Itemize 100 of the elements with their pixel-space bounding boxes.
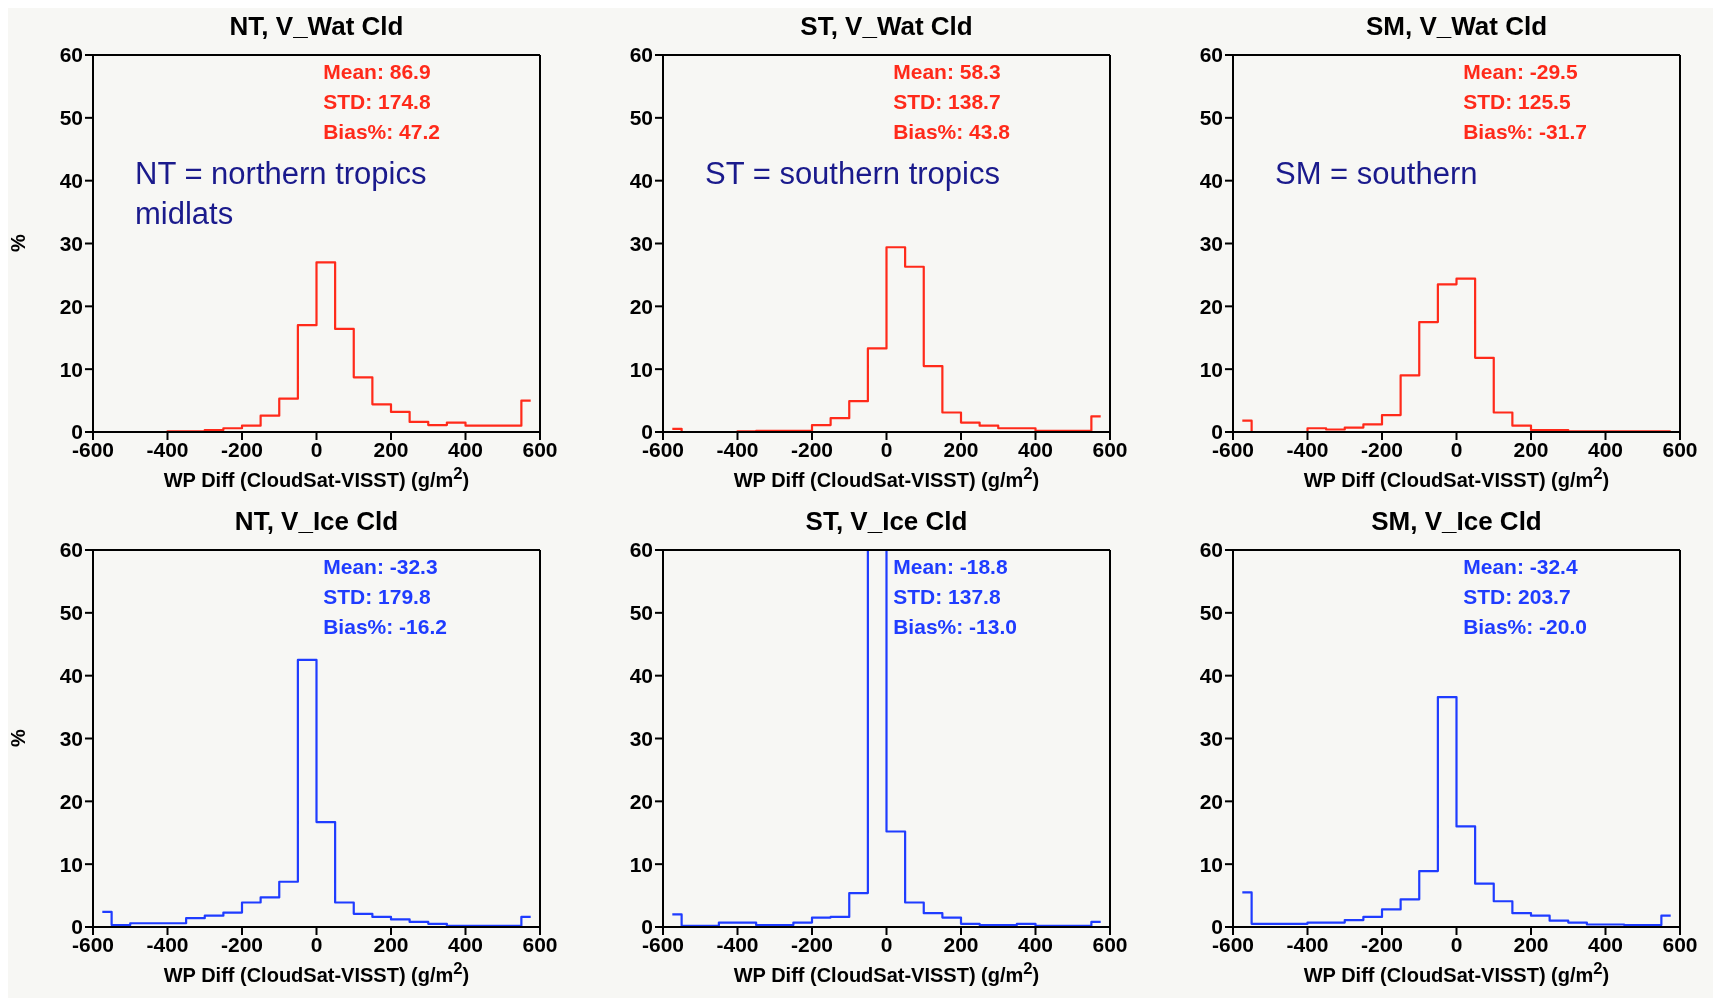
x-tick-label: -200 <box>1360 437 1404 461</box>
x-tick-label: -200 <box>790 932 834 956</box>
x-tick-label: 400 <box>447 932 484 956</box>
y-tick-label: 60 <box>1199 43 1223 67</box>
x-axis-title: WP Diff (CloudSat-VISST) (g/m$^{2}$) <box>1302 464 1611 492</box>
y-tick-label: 20 <box>59 789 83 813</box>
x-axis-title: WP Diff (CloudSat-VISST) (g/m$^{2}$) <box>732 464 1041 492</box>
chart-title: SM, V_Ice Cld <box>1370 505 1543 538</box>
y-axis-title: % <box>6 234 30 252</box>
annotation: SM = southern <box>1275 155 1479 193</box>
x-axis-title: WP Diff (CloudSat-VISST) (g/m$^{2}$) <box>162 959 471 987</box>
x-tick-label: 400 <box>1587 932 1624 956</box>
x-tick-label: 0 <box>880 437 893 461</box>
y-tick-label: 20 <box>1199 294 1223 318</box>
y-tick-label: 10 <box>59 852 83 876</box>
x-tick-label: 600 <box>1092 437 1128 461</box>
annotation: Bias%: -31.7 <box>1463 120 1587 144</box>
x-tick-label: 200 <box>1513 932 1549 956</box>
x-tick-label: 200 <box>1513 437 1549 461</box>
chart-title: NT, V_Ice Cld <box>233 505 400 538</box>
x-tick-label: 400 <box>447 437 484 461</box>
y-tick-label: 30 <box>629 231 653 255</box>
x-tick-label: 0 <box>1450 932 1463 956</box>
y-tick-label: 60 <box>59 538 83 562</box>
y-tick-label: 50 <box>1199 106 1223 130</box>
x-tick-label: -400 <box>1286 437 1329 461</box>
annotation: Mean: -29.5 <box>1463 60 1578 84</box>
annotation: Mean: 58.3 <box>893 60 1001 84</box>
x-tick-label: 200 <box>943 437 979 461</box>
y-tick-label: 50 <box>59 601 83 625</box>
x-tick-label: 600 <box>522 437 558 461</box>
annotation: ST = southern tropics <box>705 155 1001 193</box>
y-tick-label: 30 <box>1199 726 1223 750</box>
chart-title: NT, V_Wat Cld <box>228 10 405 43</box>
x-tick-label: 200 <box>373 932 409 956</box>
annotation: STD: 179.8 <box>323 585 431 609</box>
x-tick-label: -400 <box>1286 932 1329 956</box>
x-tick-label: 400 <box>1017 437 1054 461</box>
annotation: STD: 125.5 <box>1463 90 1571 114</box>
x-tick-label: -200 <box>220 932 264 956</box>
annotation: Bias%: -20.0 <box>1463 615 1587 639</box>
x-tick-label: -200 <box>220 437 264 461</box>
annotation: Bias%: 43.8 <box>893 120 1010 144</box>
x-tick-label: 400 <box>1017 932 1054 956</box>
y-tick-label: 40 <box>1199 664 1223 688</box>
annotation: Bias%: 47.2 <box>323 120 440 144</box>
y-tick-label: 40 <box>1199 169 1223 193</box>
y-tick-label: 50 <box>59 106 83 130</box>
x-tick-label: -200 <box>1360 932 1404 956</box>
x-tick-label: 0 <box>310 932 323 956</box>
y-tick-label: 60 <box>629 538 653 562</box>
x-tick-label: -200 <box>790 437 834 461</box>
y-tick-label: 60 <box>1199 538 1223 562</box>
annotation: Mean: -32.4 <box>1463 555 1578 579</box>
y-tick-label: 50 <box>629 106 653 130</box>
y-tick-label: 20 <box>1199 789 1223 813</box>
y-tick-label: 10 <box>59 357 83 381</box>
y-tick-label: 0 <box>71 915 83 939</box>
x-tick-label: 200 <box>943 932 979 956</box>
x-axis-title: WP Diff (CloudSat-VISST) (g/m$^{2}$) <box>732 959 1041 987</box>
y-tick-label: 0 <box>1211 915 1223 939</box>
annotation: Mean: -18.8 <box>893 555 1008 579</box>
y-tick-label: 50 <box>1199 601 1223 625</box>
x-tick-label: 0 <box>310 437 323 461</box>
y-tick-label: 0 <box>641 915 653 939</box>
y-tick-label: 10 <box>629 852 653 876</box>
y-tick-label: 30 <box>629 726 653 750</box>
chart-title: ST, V_Wat Cld <box>799 10 974 43</box>
y-tick-label: 40 <box>629 169 653 193</box>
x-axis-title: WP Diff (CloudSat-VISST) (g/m$^{2}$) <box>1302 959 1611 987</box>
y-tick-label: 0 <box>71 420 83 444</box>
y-tick-label: 0 <box>641 420 653 444</box>
y-tick-label: 40 <box>629 664 653 688</box>
annotation: Mean: -32.3 <box>323 555 438 579</box>
y-axis-title: % <box>6 729 30 747</box>
y-tick-label: 40 <box>59 169 83 193</box>
annotation: STD: 174.8 <box>323 90 431 114</box>
annotation: STD: 137.8 <box>893 585 1001 609</box>
y-tick-label: 0 <box>1211 420 1223 444</box>
y-tick-label: 20 <box>59 294 83 318</box>
annotation: NT = northern tropics midlats <box>135 155 428 233</box>
y-tick-label: 30 <box>1199 231 1223 255</box>
annotation: STD: 138.7 <box>893 90 1001 114</box>
y-tick-label: 20 <box>629 294 653 318</box>
x-tick-label: -400 <box>146 437 189 461</box>
y-tick-label: 20 <box>629 789 653 813</box>
x-tick-label: -400 <box>716 932 759 956</box>
x-tick-label: 0 <box>1450 437 1463 461</box>
annotation: Mean: 86.9 <box>323 60 431 84</box>
x-tick-label: -400 <box>716 437 759 461</box>
x-axis-title: WP Diff (CloudSat-VISST) (g/m$^{2}$) <box>162 464 471 492</box>
annotation: Bias%: -13.0 <box>893 615 1017 639</box>
x-tick-label: -400 <box>146 932 189 956</box>
y-tick-label: 50 <box>629 601 653 625</box>
annotation: Bias%: -16.2 <box>323 615 447 639</box>
y-tick-label: 60 <box>59 43 83 67</box>
x-tick-label: 200 <box>373 437 409 461</box>
y-tick-label: 10 <box>629 357 653 381</box>
y-tick-label: 60 <box>629 43 653 67</box>
y-tick-label: 10 <box>1199 852 1223 876</box>
